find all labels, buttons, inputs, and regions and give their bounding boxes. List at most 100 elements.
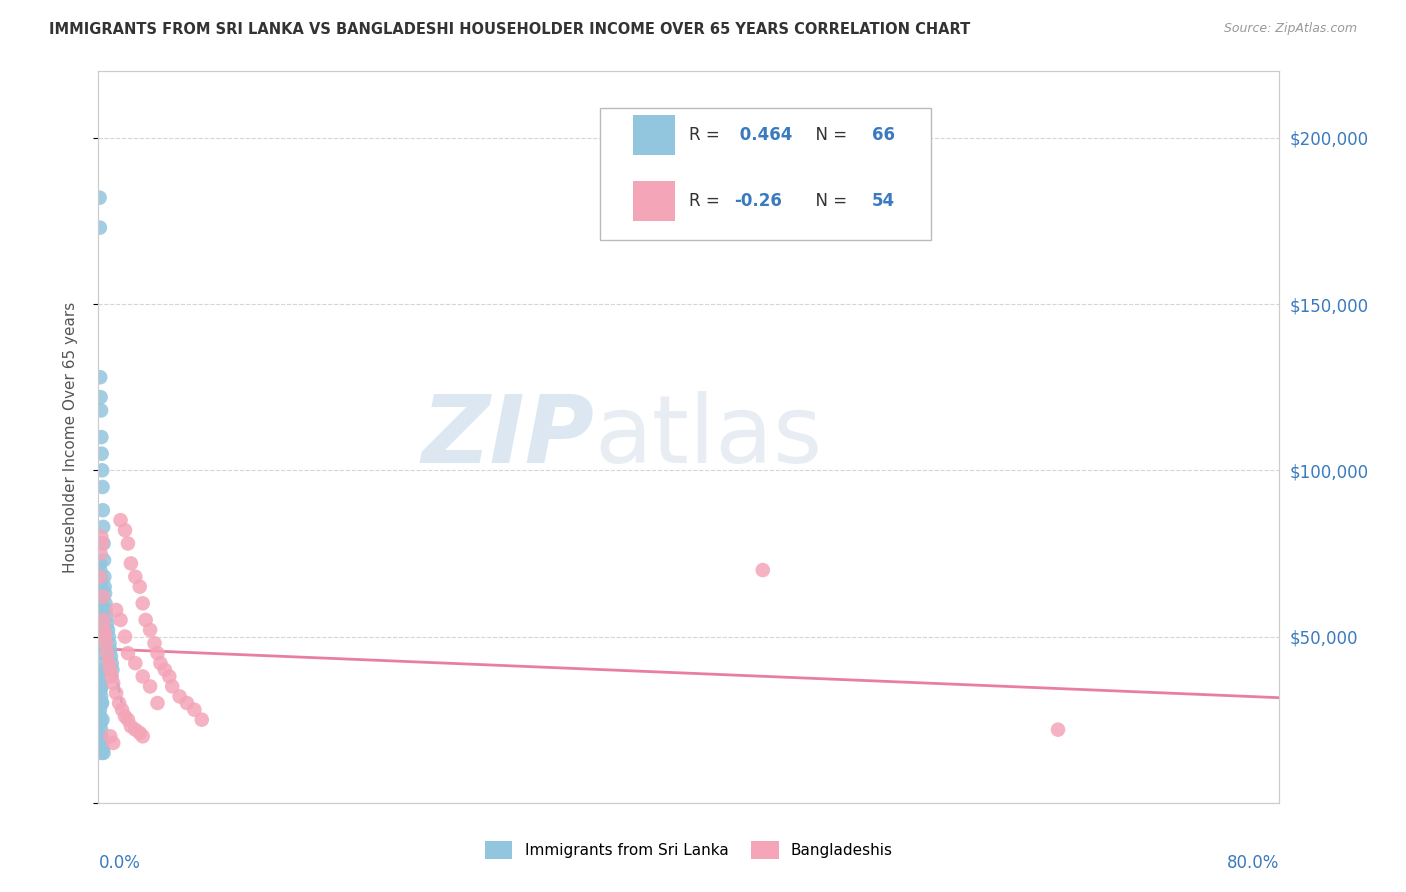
Point xyxy=(128,726,150,740)
Point xyxy=(93,536,115,550)
Point xyxy=(93,570,115,584)
Point xyxy=(139,623,162,637)
Point xyxy=(146,646,169,660)
Point xyxy=(100,649,122,664)
Text: R =: R = xyxy=(689,192,725,211)
Point xyxy=(93,746,115,760)
Text: 54: 54 xyxy=(872,192,896,211)
Point xyxy=(124,723,146,737)
Text: atlas: atlas xyxy=(595,391,823,483)
Text: 66: 66 xyxy=(872,127,896,145)
Point xyxy=(90,403,112,417)
Point xyxy=(117,713,139,727)
Point xyxy=(132,669,155,683)
Point xyxy=(110,613,132,627)
Point xyxy=(96,616,118,631)
Point xyxy=(139,680,162,694)
Point xyxy=(91,736,114,750)
Point xyxy=(91,613,114,627)
Point xyxy=(120,719,142,733)
Y-axis label: Householder Income Over 65 years: Householder Income Over 65 years xyxy=(63,301,77,573)
Point xyxy=(105,603,128,617)
Point xyxy=(149,656,172,670)
Point xyxy=(97,656,120,670)
Point xyxy=(89,191,111,205)
Point xyxy=(89,713,111,727)
Point xyxy=(98,729,121,743)
Point xyxy=(90,430,112,444)
Point xyxy=(97,630,120,644)
FancyBboxPatch shape xyxy=(634,115,675,155)
Point xyxy=(89,676,111,690)
Point xyxy=(120,557,142,571)
FancyBboxPatch shape xyxy=(634,181,675,221)
Point xyxy=(100,669,122,683)
Point xyxy=(169,690,191,704)
Point xyxy=(91,480,114,494)
Point xyxy=(114,630,136,644)
Point xyxy=(93,553,115,567)
Text: N =: N = xyxy=(804,127,852,145)
Point xyxy=(90,546,112,560)
Point xyxy=(91,742,114,756)
Point xyxy=(146,696,169,710)
Point xyxy=(162,680,183,694)
Point xyxy=(90,746,112,760)
Point xyxy=(89,669,111,683)
Point xyxy=(89,220,111,235)
Point xyxy=(90,729,112,743)
Point xyxy=(89,646,111,660)
Point xyxy=(90,680,112,694)
Point xyxy=(94,603,117,617)
Point xyxy=(93,613,115,627)
Point xyxy=(94,663,117,677)
Point xyxy=(114,523,136,537)
Text: IMMIGRANTS FROM SRI LANKA VS BANGLADESHI HOUSEHOLDER INCOME OVER 65 YEARS CORREL: IMMIGRANTS FROM SRI LANKA VS BANGLADESHI… xyxy=(49,22,970,37)
Point xyxy=(124,656,146,670)
Point xyxy=(191,713,214,727)
Point xyxy=(90,530,112,544)
Point xyxy=(89,630,111,644)
Point xyxy=(183,703,205,717)
Point xyxy=(108,696,131,710)
Point xyxy=(90,596,112,610)
Point xyxy=(90,580,112,594)
Text: 80.0%: 80.0% xyxy=(1227,854,1279,872)
Point xyxy=(93,623,115,637)
Point xyxy=(132,596,155,610)
Point xyxy=(98,636,121,650)
Point xyxy=(90,696,112,710)
Point xyxy=(90,736,112,750)
Point xyxy=(93,636,115,650)
Point xyxy=(90,590,112,604)
Text: N =: N = xyxy=(804,192,852,211)
Point xyxy=(90,729,112,743)
Point xyxy=(94,596,117,610)
Point xyxy=(90,690,112,704)
Point xyxy=(176,696,198,710)
Point xyxy=(91,503,114,517)
Point xyxy=(91,590,114,604)
Point xyxy=(124,570,146,584)
Point xyxy=(128,580,150,594)
Point xyxy=(96,646,118,660)
Point xyxy=(98,663,121,677)
Point xyxy=(96,609,118,624)
FancyBboxPatch shape xyxy=(600,108,931,240)
Point xyxy=(110,513,132,527)
Point xyxy=(91,696,114,710)
Point xyxy=(103,676,125,690)
Point xyxy=(93,580,115,594)
Point xyxy=(1046,723,1070,737)
Point xyxy=(94,630,117,644)
Text: 0.464: 0.464 xyxy=(734,127,792,145)
Point xyxy=(89,370,111,384)
Point xyxy=(89,703,111,717)
Point xyxy=(132,729,155,743)
Point xyxy=(117,536,139,550)
Point xyxy=(89,570,111,584)
Point xyxy=(90,570,112,584)
Point xyxy=(117,646,139,660)
Point xyxy=(91,623,114,637)
Point xyxy=(94,636,117,650)
